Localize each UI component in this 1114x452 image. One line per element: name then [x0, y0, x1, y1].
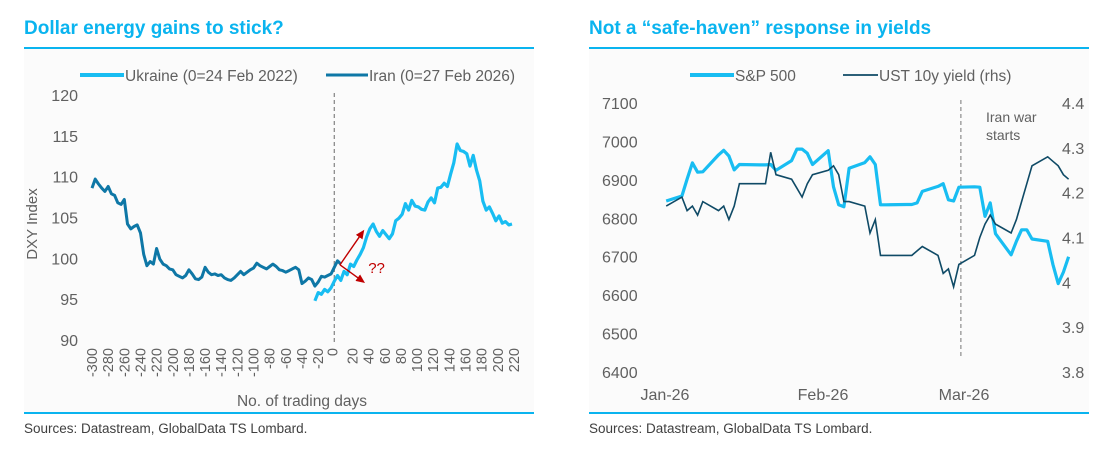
y-tick-label: 6400	[602, 365, 638, 382]
x-tick-label: -40	[295, 348, 311, 369]
x-tick-label: -180	[182, 348, 198, 377]
y-tick-label: 100	[51, 251, 78, 268]
war-start-label-line2: starts	[986, 127, 1020, 143]
y2-tick-label: 3.9	[1062, 320, 1084, 337]
legend-label-sp500: S&P 500	[735, 68, 796, 85]
legend-label-iran: Iran (0=27 Feb 2026)	[369, 68, 515, 85]
x-tick-label: -100	[247, 348, 263, 377]
x-tick-label: 80	[394, 348, 410, 364]
x-tick-label: 220	[507, 348, 523, 372]
x-tick-label: 180	[475, 348, 491, 372]
x-axis-label: No. of trading days	[237, 393, 367, 410]
y-axis-label: DXY Index	[24, 188, 41, 260]
y2-tick-label: 4.3	[1062, 141, 1084, 158]
x-tick-label: 160	[459, 348, 475, 372]
y-axis-ticks-left: 6400 6500 6600 6700 6800 6900 7000 7100	[602, 96, 638, 382]
y-tick-label: 6700	[602, 250, 638, 267]
war-start-label-line1: Iran war	[986, 109, 1037, 125]
x-tick-label: 200	[491, 348, 507, 372]
series-line-ukraine	[313, 142, 513, 302]
x-tick-label: 60	[378, 348, 394, 364]
x-tick-label: -60	[279, 348, 295, 369]
legend-label-ust: UST 10y yield (rhs)	[879, 68, 1011, 85]
x-tick-label: 100	[410, 348, 426, 372]
y2-tick-label: 4	[1062, 275, 1071, 292]
x-tick-label: -220	[150, 348, 166, 377]
title-rule	[24, 47, 534, 49]
x-tick-label: 20	[345, 348, 361, 364]
x-tick-label: -240	[133, 348, 149, 377]
x-tick-label: -140	[214, 348, 230, 377]
y2-tick-label: 4.1	[1062, 231, 1084, 248]
series-lines	[90, 142, 513, 302]
x-tick-label: -160	[198, 348, 214, 377]
y2-tick-label: 3.8	[1062, 365, 1084, 382]
legend-label-ukraine: Ukraine (0=24 Feb 2022)	[125, 68, 298, 85]
title-rule	[589, 47, 1089, 49]
series-line-sp500	[665, 147, 1071, 286]
y-tick-label: 120	[51, 88, 78, 105]
legend: S&P 500 UST 10y yield (rhs)	[690, 68, 1011, 85]
x-tick-label: Jan-26	[641, 387, 690, 404]
x-tick-label: -120	[230, 348, 246, 377]
arrow-down	[339, 264, 366, 283]
x-tick-label: -20	[311, 348, 327, 369]
y-tick-label: 90	[60, 333, 78, 350]
chart-area-dxy	[24, 49, 534, 412]
x-tick-label: Feb-26	[798, 387, 849, 404]
x-tick-label: 40	[362, 348, 378, 364]
y-axis-ticks: 90 95 100 105 110 115 120	[51, 88, 78, 350]
footer-rule	[589, 412, 1089, 414]
x-tick-label: -260	[117, 348, 133, 377]
x-axis-ticks: -300 -280 -260 -240 -220 -200 -180 -160 -140 -120…	[85, 348, 523, 377]
y-tick-label: 7100	[602, 96, 638, 113]
panel-dxy: Dollar energy gains to stick? Sources: D…	[24, 18, 534, 436]
arrow-up	[339, 229, 365, 266]
y-tick-label: 6800	[602, 211, 638, 228]
y-tick-label: 95	[60, 292, 78, 309]
x-tick-label: -280	[101, 348, 117, 377]
y-tick-label: 6900	[602, 173, 638, 190]
y-tick-label: 115	[52, 129, 78, 146]
x-axis-ticks: Jan-26 Feb-26 Mar-26	[641, 387, 990, 404]
series-line-ust10y	[665, 152, 1070, 290]
chart-title-yields: Not a “safe-haven” response in yields	[589, 18, 932, 39]
y2-tick-label: 4.2	[1062, 186, 1084, 203]
annotation-arrows: ??	[339, 229, 385, 283]
series-lines	[665, 147, 1071, 290]
y-axis-ticks-right: 3.8 3.9 4 4.1 4.2 4.3 4.4	[1062, 96, 1084, 382]
x-tick-label: Mar-26	[939, 387, 990, 404]
chart-title-dxy: Dollar energy gains to stick?	[24, 18, 284, 39]
sources-note: Sources: Datastream, GlobalData TS Lomba…	[589, 421, 873, 436]
y-tick-label: 7000	[602, 134, 638, 151]
x-tick-label: -80	[263, 348, 279, 369]
footer-rule	[24, 412, 534, 414]
y-tick-label: 6500	[602, 327, 638, 344]
sources-note: Sources: Datastream, GlobalData TS Lomba…	[24, 421, 308, 436]
x-tick-label: -300	[85, 348, 101, 377]
y-tick-label: 6600	[602, 288, 638, 305]
series-line-iran	[90, 177, 342, 288]
x-tick-label: 140	[442, 348, 458, 372]
y-tick-label: 105	[51, 211, 78, 228]
x-tick-label: 120	[426, 348, 442, 372]
x-tick-label: 0	[325, 348, 341, 356]
y2-tick-label: 4.4	[1062, 96, 1084, 113]
dxy-chart: Ukraine (0=24 Feb 2022) Iran (0=27 Feb 2…	[24, 68, 523, 410]
legend: Ukraine (0=24 Feb 2022) Iran (0=27 Feb 2…	[80, 68, 515, 85]
y-tick-label: 110	[52, 170, 78, 187]
x-tick-label: -200	[166, 348, 182, 377]
annotation-question-marks: ??	[368, 260, 385, 277]
